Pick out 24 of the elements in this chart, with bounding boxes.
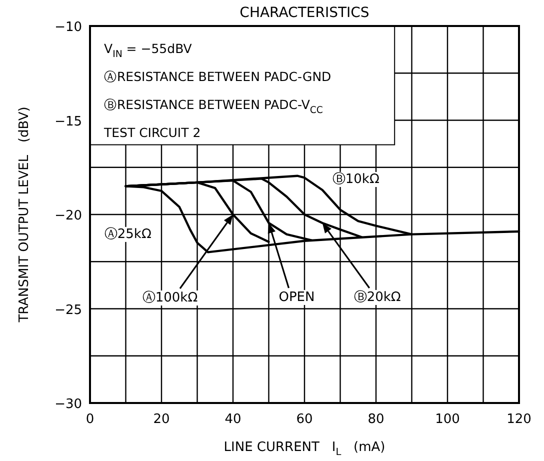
annotation: TEST CIRCUIT 2 — [103, 125, 201, 140]
y-axis-title: TRANSMIT OUTPUT LEVEL (dBV) — [17, 106, 32, 324]
x-tick-label: 0 — [86, 412, 94, 427]
chart-title: CHARACTERISTICS — [240, 5, 370, 21]
annotation: V$_{IN}$ = −55dBV — [104, 41, 192, 60]
x-tick-label: 80 — [368, 412, 384, 427]
text: Ⓐ25kΩ — [104, 226, 152, 242]
x-tick-label: 60 — [296, 412, 313, 427]
text: Ⓐ100kΩ — [142, 290, 198, 306]
x-tick-label: 20 — [153, 412, 170, 427]
y-tick-label: −20 — [54, 208, 82, 224]
annotation: ⒷRESISTANCE BETWEEN PADC-V$_{CC}$ — [104, 97, 324, 116]
series-label: Ⓑ10kΩ — [332, 172, 380, 187]
y-tick-label: −15 — [54, 114, 82, 130]
text: OPEN — [278, 290, 315, 305]
y-tick-label: −25 — [54, 302, 82, 318]
x-tick-label: 40 — [224, 412, 242, 427]
text: LINE CURRENT I$_{L}$ (mA) — [224, 440, 386, 458]
y-tick-label: −30 — [54, 397, 82, 412]
y-tick-label: −10 — [54, 20, 82, 35]
x-tick-label: 120 — [506, 412, 532, 427]
text: Ⓑ20kΩ — [354, 290, 401, 305]
x-tick-label: 100 — [435, 412, 460, 427]
annotation: ⒶRESISTANCE BETWEEN PADC-GND — [104, 69, 332, 84]
